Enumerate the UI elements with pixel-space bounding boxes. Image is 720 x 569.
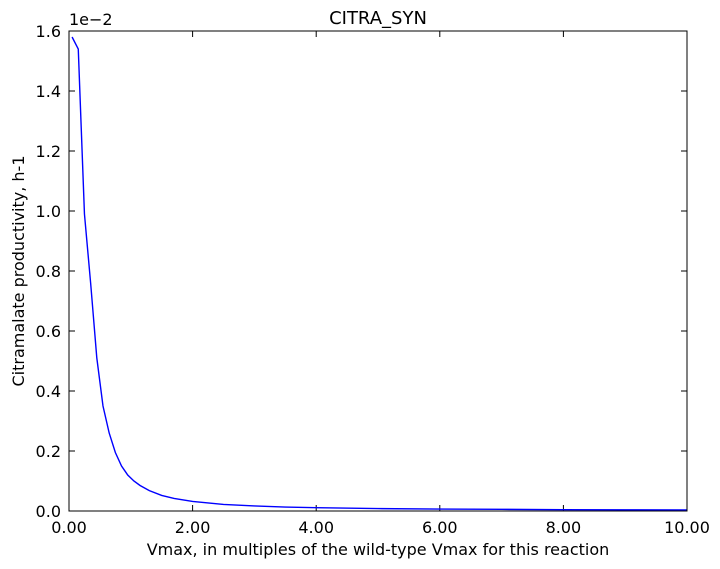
x-tick-label: 6.00: [422, 518, 458, 537]
y-axis-label: Citramalate productivity, h-1: [9, 155, 28, 386]
y-tick-label: 1.6: [36, 22, 61, 41]
series-line: [71, 36, 688, 511]
y-tick-label: 1.2: [36, 142, 61, 161]
x-tick-label: 8.00: [546, 518, 582, 537]
x-axis-label: Vmax, in multiples of the wild-type Vmax…: [147, 540, 610, 559]
x-tick-label: 2.00: [175, 518, 211, 537]
x-tick-label: 10.00: [664, 518, 710, 537]
y-tick-label: 1.0: [36, 202, 61, 221]
tick-labels: 0.00 2.00 4.00 6.00 8.00 10.00 0.0 0.2 0.4 0.6 0.8…: [36, 22, 710, 537]
y-tick-label: 0.4: [36, 382, 61, 401]
chart-title: CITRA_SYN: [329, 8, 427, 29]
plot-background: [69, 31, 687, 511]
plot-frame: [68, 30, 688, 512]
y-tick-label: 1.4: [36, 82, 61, 101]
y-offset-label: 1e−2: [69, 10, 113, 29]
y-tick-label: 0.6: [36, 322, 61, 341]
x-tick-label: 0.00: [51, 518, 87, 537]
y-tick-label: 0.2: [36, 442, 61, 461]
x-tick-label: 4.00: [298, 518, 334, 537]
y-tick-label: 0.8: [36, 262, 61, 281]
y-tick-label: 0.0: [36, 502, 61, 521]
